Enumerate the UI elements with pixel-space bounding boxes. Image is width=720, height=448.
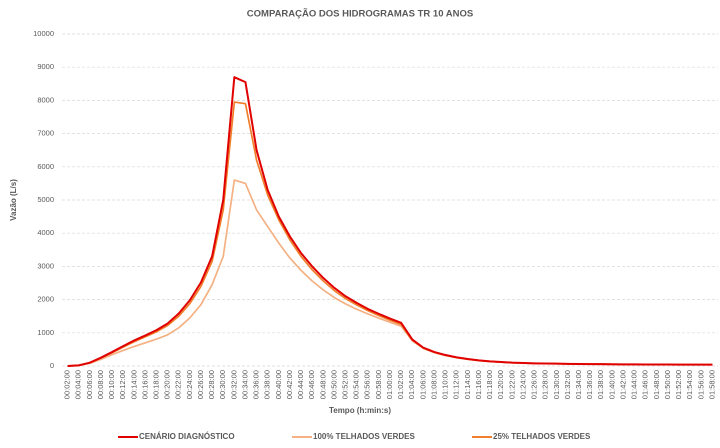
x-tick-label: 01:30:00 (552, 370, 561, 399)
x-tick-label: 01:58:00 (707, 370, 716, 399)
x-tick-label: 00:14:00 (129, 370, 138, 399)
x-tick-label: 00:04:00 (74, 370, 83, 399)
x-tick-label: 01:12:00 (452, 370, 461, 399)
x-tick-label: 01:54:00 (685, 370, 694, 399)
x-tick-label: 01:08:00 (429, 370, 438, 399)
x-tick-label: 01:48:00 (652, 370, 661, 399)
x-tick-label: 00:06:00 (85, 370, 94, 399)
x-tick-label: 01:42:00 (618, 370, 627, 399)
x-tick-label: 00:32:00 (229, 370, 238, 399)
x-tick-label: 01:38:00 (596, 370, 605, 399)
x-tick-label: 00:42:00 (285, 370, 294, 399)
x-tick-label: 00:56:00 (363, 370, 372, 399)
y-tick-label: 2000 (37, 295, 54, 304)
x-tick-label: 00:54:00 (352, 370, 361, 399)
x-tick-label: 00:48:00 (318, 370, 327, 399)
x-tick-label: 01:52:00 (674, 370, 683, 399)
x-tick-label: 00:20:00 (163, 370, 172, 399)
x-tick-label: 01:04:00 (407, 370, 416, 399)
x-tick-label: 01:06:00 (418, 370, 427, 399)
y-tick-label: 1000 (37, 328, 54, 337)
x-tick-label: 01:02:00 (396, 370, 405, 399)
x-tick-label: 01:40:00 (607, 370, 616, 399)
x-tick-label: 00:30:00 (218, 370, 227, 399)
x-tick-label: 01:34:00 (574, 370, 583, 399)
x-tick-label: 01:36:00 (585, 370, 594, 399)
x-tick-label: 00:46:00 (307, 370, 316, 399)
x-tick-label: 01:24:00 (518, 370, 527, 399)
x-tick-label: 01:18:00 (485, 370, 494, 399)
x-tick-label: 01:26:00 (530, 370, 539, 399)
x-tick-label: 01:14:00 (463, 370, 472, 399)
x-tick-label: 00:22:00 (174, 370, 183, 399)
x-tick-label: 00:02:00 (63, 370, 72, 399)
y-tick-label: 6000 (37, 162, 54, 171)
x-tick-label: 01:00:00 (385, 370, 394, 399)
y-tick-label: 0 (50, 361, 54, 370)
y-tick-label: 9000 (37, 62, 54, 71)
x-tick-label: 00:10:00 (107, 370, 116, 399)
x-tick-label: 00:44:00 (296, 370, 305, 399)
x-tick-label: 00:24:00 (185, 370, 194, 399)
x-tick-label: 00:18:00 (151, 370, 160, 399)
x-tick-label: 01:50:00 (663, 370, 672, 399)
chart-title: COMPARAÇÃO DOS HIDROGRAMAS TR 10 ANOS (247, 9, 473, 20)
y-tick-label: 7000 (37, 129, 54, 138)
y-tick-label: 5000 (37, 195, 54, 204)
x-tick-label: 01:16:00 (474, 370, 483, 399)
x-tick-label: 00:40:00 (274, 370, 283, 399)
x-tick-label: 01:32:00 (563, 370, 572, 399)
x-tick-label: 01:56:00 (696, 370, 705, 399)
y-axis-title: Vazão (L/s) (9, 179, 18, 221)
x-tick-label: 00:34:00 (240, 370, 249, 399)
y-tick-label: 10000 (33, 29, 54, 38)
legend-label: 25% TELHADOS VERDES (493, 432, 591, 441)
x-tick-label: 01:28:00 (541, 370, 550, 399)
x-tick-label: 01:46:00 (641, 370, 650, 399)
y-tick-label: 8000 (37, 95, 54, 104)
x-tick-label: 01:44:00 (630, 370, 639, 399)
series-line (67, 179, 713, 367)
x-tick-label: 01:22:00 (507, 370, 516, 399)
x-tick-label: 00:12:00 (118, 370, 127, 399)
x-tick-label: 00:16:00 (140, 370, 149, 399)
x-tick-label: 00:26:00 (196, 370, 205, 399)
y-tick-label: 4000 (37, 228, 54, 237)
x-tick-label: 00:28:00 (207, 370, 216, 399)
x-tick-label: 00:38:00 (263, 370, 272, 399)
series-line (67, 76, 713, 367)
x-tick-label: 01:20:00 (496, 370, 505, 399)
legend-label: 100% TELHADOS VERDES (313, 432, 415, 441)
x-tick-label: 00:58:00 (374, 370, 383, 399)
legend-label: CENÁRIO DIAGNÓSTICO (139, 432, 235, 441)
x-tick-label: 00:52:00 (341, 370, 350, 399)
x-tick-label: 00:08:00 (96, 370, 105, 399)
x-tick-label: 01:10:00 (441, 370, 450, 399)
y-tick-label: 3000 (37, 261, 54, 270)
x-axis-title: Tempo (h:min:s) (329, 406, 391, 415)
x-tick-label: 00:36:00 (252, 370, 261, 399)
x-tick-label: 00:50:00 (329, 370, 338, 399)
